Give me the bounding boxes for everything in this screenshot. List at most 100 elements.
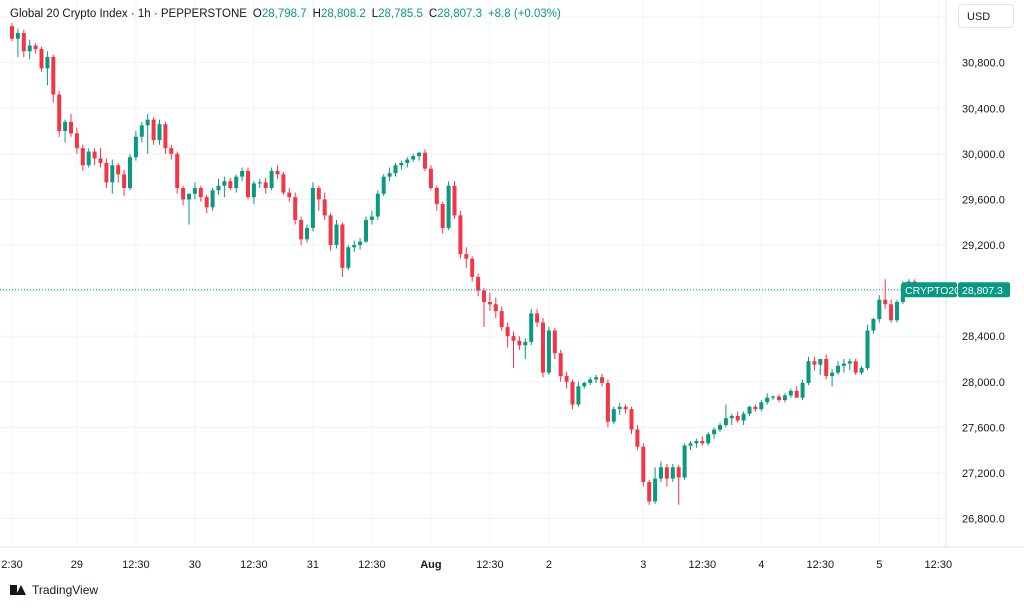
y-tick-label: 28,400.0 (962, 331, 1005, 343)
candle-body (251, 183, 256, 198)
last-price-tag (958, 282, 1010, 298)
candle-body (558, 353, 563, 377)
candle-body (452, 185, 457, 216)
price-axis[interactable]: 26,800.0 27,200.0 27,600.0 28,000.0 28,400.0… (962, 12, 1005, 525)
candle-body (853, 361, 858, 373)
candle-body (352, 245, 357, 248)
candle-body (175, 153, 180, 189)
y-tick-label: 28,000.0 (962, 377, 1005, 389)
candle-body (635, 429, 640, 447)
candle-body (45, 56, 50, 69)
low-label: L (371, 8, 379, 20)
candle-body (163, 124, 168, 149)
x-tick-label: 31 (307, 559, 319, 571)
candle-body (729, 415, 734, 419)
candle-body (228, 181, 233, 189)
x-tick-label: 4 (758, 559, 764, 571)
candle-body (104, 162, 109, 183)
candle-body (246, 170, 250, 198)
x-tick-label: 12:30 (122, 559, 150, 571)
tradingview-brand[interactable]: TradingView (10, 583, 98, 597)
candle-body (387, 173, 392, 177)
candle-body (39, 49, 44, 69)
candle-body (464, 254, 469, 259)
candle-body (670, 467, 675, 479)
y-tick-label: 30,400.0 (962, 103, 1005, 115)
candle-body (865, 330, 870, 369)
open-label: O (252, 8, 262, 20)
candle-body (399, 162, 404, 166)
candle-body (718, 425, 722, 430)
candle-body (92, 151, 97, 159)
candle-body (889, 304, 894, 321)
candle-body (257, 182, 262, 184)
candle-body (582, 382, 587, 387)
x-tick-label: 12:30 (358, 559, 386, 571)
x-tick-label: Aug (420, 559, 441, 571)
candle-body (830, 372, 835, 377)
candle-body (688, 443, 693, 446)
candle-body (210, 190, 215, 208)
currency-button[interactable]: USD (958, 4, 1014, 28)
candle-body (428, 168, 433, 189)
candle-body (69, 121, 73, 134)
y-tick-label: 30,800.0 (962, 58, 1005, 70)
candle-body (482, 290, 486, 302)
candle-body (151, 119, 156, 141)
candle-body (541, 322, 545, 373)
candle-body (51, 56, 56, 95)
last-price-tags: CRYPTO20 28,807.3 (902, 282, 1010, 298)
candle-body (818, 358, 823, 365)
candle-body (346, 247, 351, 268)
candle-body (723, 418, 728, 426)
candle-body (611, 409, 616, 422)
candle-body (299, 219, 304, 240)
candle-body (340, 224, 345, 268)
candle-body (222, 181, 227, 186)
candle-body (110, 165, 115, 183)
candle-body (434, 188, 439, 204)
candle-body (871, 319, 876, 331)
candle-body (588, 379, 593, 383)
symbol-tag-label: CRYPTO20 (905, 285, 960, 297)
candle-body (511, 336, 516, 341)
candle-body (617, 406, 622, 410)
time-axis[interactable]: 2:30 29 12:30 30 12:30 31 12:30 Aug 12:30 2 3 12:30… (1, 559, 952, 571)
candles (10, 22, 923, 505)
x-tick-label: 29 (71, 559, 83, 571)
candle-body (369, 216, 374, 220)
candle-body (411, 156, 416, 160)
symbol-title[interactable]: Global 20 Crypto Index · 1h · PEPPERSTON… (10, 8, 247, 20)
candle-body (204, 197, 209, 208)
legend-header: Global 20 Crypto Index · 1h · PEPPERSTON… (10, 8, 567, 20)
candle-body (812, 361, 817, 365)
tradingview-logo-icon (10, 585, 26, 595)
candle-body (446, 185, 451, 228)
high-value: 28,808.2 (320, 8, 366, 20)
candle-body (364, 219, 368, 242)
candle-body (794, 390, 799, 398)
candle-body (287, 192, 292, 198)
candle-body (122, 174, 127, 189)
candle-body (487, 301, 492, 305)
candle-body (824, 358, 829, 377)
candle-body (747, 406, 752, 414)
candle-body (80, 148, 85, 166)
candle-body (712, 429, 717, 435)
candle-body (310, 188, 315, 228)
candle-body (546, 330, 551, 373)
candle-body (895, 301, 899, 321)
candle-body (806, 361, 811, 383)
x-tick-label: 12:30 (476, 559, 504, 571)
x-tick-label: 12:30 (925, 559, 953, 571)
candle-body (458, 215, 463, 255)
candle-body (682, 445, 687, 478)
candle-body (600, 377, 604, 383)
candle-body (476, 276, 481, 291)
candle-body (552, 330, 557, 354)
candle-body (605, 382, 610, 422)
candle-body (33, 45, 38, 50)
candle-body (529, 313, 534, 342)
candle-body (440, 203, 445, 228)
